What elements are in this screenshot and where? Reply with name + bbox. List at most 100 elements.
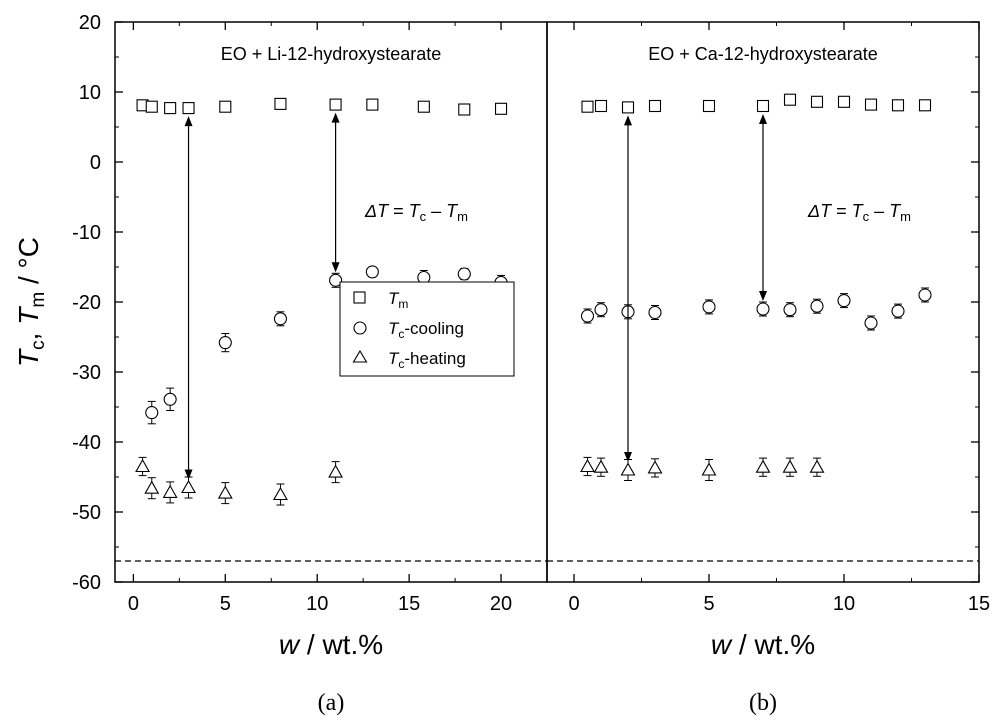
y-tick-label: -50 xyxy=(72,502,101,524)
legend-tm: Tm xyxy=(388,289,408,311)
tc-cooling-point xyxy=(864,316,878,330)
tm-point xyxy=(783,93,797,106)
tc-heating-point xyxy=(620,462,636,476)
tm-point xyxy=(648,99,662,113)
y-tick-label: -40 xyxy=(72,432,101,454)
eq-equals: = xyxy=(831,201,852,221)
y-tick-label: -30 xyxy=(72,362,101,384)
eq-tm: T xyxy=(446,201,459,221)
panel-b-delta-equation: ΔT = Tc – Tm xyxy=(807,201,911,224)
tc-cooling-point xyxy=(702,300,716,314)
eq-tm-sub: m xyxy=(900,209,911,224)
legend-tm-sub: m xyxy=(398,297,408,311)
x-label-var: w xyxy=(711,629,733,660)
tc-heating-point xyxy=(135,458,151,473)
tc-cooling-point xyxy=(783,303,797,317)
tc-heating-point xyxy=(273,486,288,501)
legend-cool-main: T xyxy=(388,319,400,338)
tc-heating-point xyxy=(755,459,771,473)
tm-point xyxy=(182,102,195,115)
x-label-var: w xyxy=(279,629,301,660)
tm-point xyxy=(494,102,508,115)
x-label-unit: / wt.% xyxy=(731,629,815,660)
tc-cooling-point xyxy=(329,273,343,287)
tm-point xyxy=(810,95,824,108)
eq-tm: T xyxy=(889,201,902,221)
x-label-unit: / wt.% xyxy=(299,629,383,660)
panel-a-x-axis-label: w / wt.% xyxy=(279,629,383,660)
tc-cooling-point xyxy=(365,265,379,279)
eq-minus: – xyxy=(426,201,446,221)
tc-heating-point xyxy=(782,459,798,473)
tm-point xyxy=(594,99,608,113)
tm-point xyxy=(756,99,770,113)
tc-cooling-point xyxy=(810,299,824,313)
eq-delta: ΔT xyxy=(807,201,833,221)
eq-tc: T xyxy=(409,201,422,221)
panel-a-x-ticks: 0 5 10 15 20 xyxy=(128,22,512,615)
y-label-t2: T xyxy=(13,306,44,325)
tm-point xyxy=(145,100,158,113)
eq-tc: T xyxy=(852,201,865,221)
y-label-sub1: c xyxy=(28,340,49,350)
eq-minus: – xyxy=(869,201,889,221)
tc-heating-point xyxy=(809,459,825,473)
tc-cooling-point xyxy=(594,303,608,317)
y-axis-ticks: 20 10 0 -10 -20 -30 -40 -50 -60 xyxy=(72,12,979,594)
legend-circle-marker xyxy=(353,321,367,335)
tc-heating-point xyxy=(162,484,178,498)
legend-tc-heating: Tc-heating xyxy=(388,349,466,371)
tm-point xyxy=(702,99,716,113)
legend-heat-sub: c xyxy=(398,357,404,371)
tc-cooling-point xyxy=(457,267,471,281)
tc-cooling-point xyxy=(145,406,159,420)
delta-arrow-head-up xyxy=(624,115,632,126)
x-tick-label: 5 xyxy=(220,593,231,615)
tm-point xyxy=(164,102,177,115)
tm-point xyxy=(219,100,232,113)
y-label-t1: T xyxy=(13,348,44,367)
tm-point xyxy=(417,100,430,113)
eq-tc-sub: c xyxy=(863,209,870,224)
x-tick-label: 0 xyxy=(128,593,139,615)
tm-point xyxy=(621,101,635,114)
tc-heating-point xyxy=(701,462,717,476)
tc-heating-point xyxy=(580,458,595,473)
y-axis-label: Tc, Tm / °C xyxy=(13,237,49,367)
tc-cooling-point xyxy=(648,305,662,320)
delta-arrow-head-down xyxy=(624,452,632,462)
y-tick-label: 10 xyxy=(79,82,101,104)
panel-b-x-axis-label: w / wt.% xyxy=(711,629,815,660)
legend-cool-suffix: -cooling xyxy=(404,319,464,338)
tm-point xyxy=(864,98,878,111)
y-label-sub2: m xyxy=(28,292,49,308)
y-label-unit: / °C xyxy=(13,237,44,292)
tm-point xyxy=(891,99,905,112)
y-tick-label: -10 xyxy=(72,222,101,244)
y-tick-label: 20 xyxy=(79,12,101,34)
panel-a-marks xyxy=(115,97,547,562)
tm-point xyxy=(366,98,379,111)
tc-heating-point xyxy=(144,480,160,494)
eq-tm-sub: m xyxy=(457,209,468,224)
legend-tm-main: T xyxy=(388,289,400,308)
delta-arrow-head-up xyxy=(331,112,340,123)
panel-b-marks xyxy=(547,93,979,562)
panel-a-title: EO + Li-12-hydroxystearate xyxy=(221,44,442,64)
eq-tc-sub: c xyxy=(420,209,427,224)
legend-triangle-marker xyxy=(352,349,368,363)
x-tick-label: 5 xyxy=(703,593,714,615)
panel-a-subplot-label: (a) xyxy=(318,690,345,716)
y-label-sep: , xyxy=(13,325,44,341)
x-tick-label: 20 xyxy=(490,593,512,615)
x-tick-label: 15 xyxy=(968,593,990,615)
delta-arrow-head-up xyxy=(184,116,193,127)
legend-tc-cooling: Tc-cooling xyxy=(388,319,464,341)
tm-point xyxy=(274,97,287,110)
x-tick-label: 15 xyxy=(398,593,420,615)
tc-cooling-point xyxy=(756,302,770,316)
legend-square-marker xyxy=(353,291,366,304)
tc-cooling-point xyxy=(918,288,932,302)
tc-heating-point xyxy=(217,485,233,499)
